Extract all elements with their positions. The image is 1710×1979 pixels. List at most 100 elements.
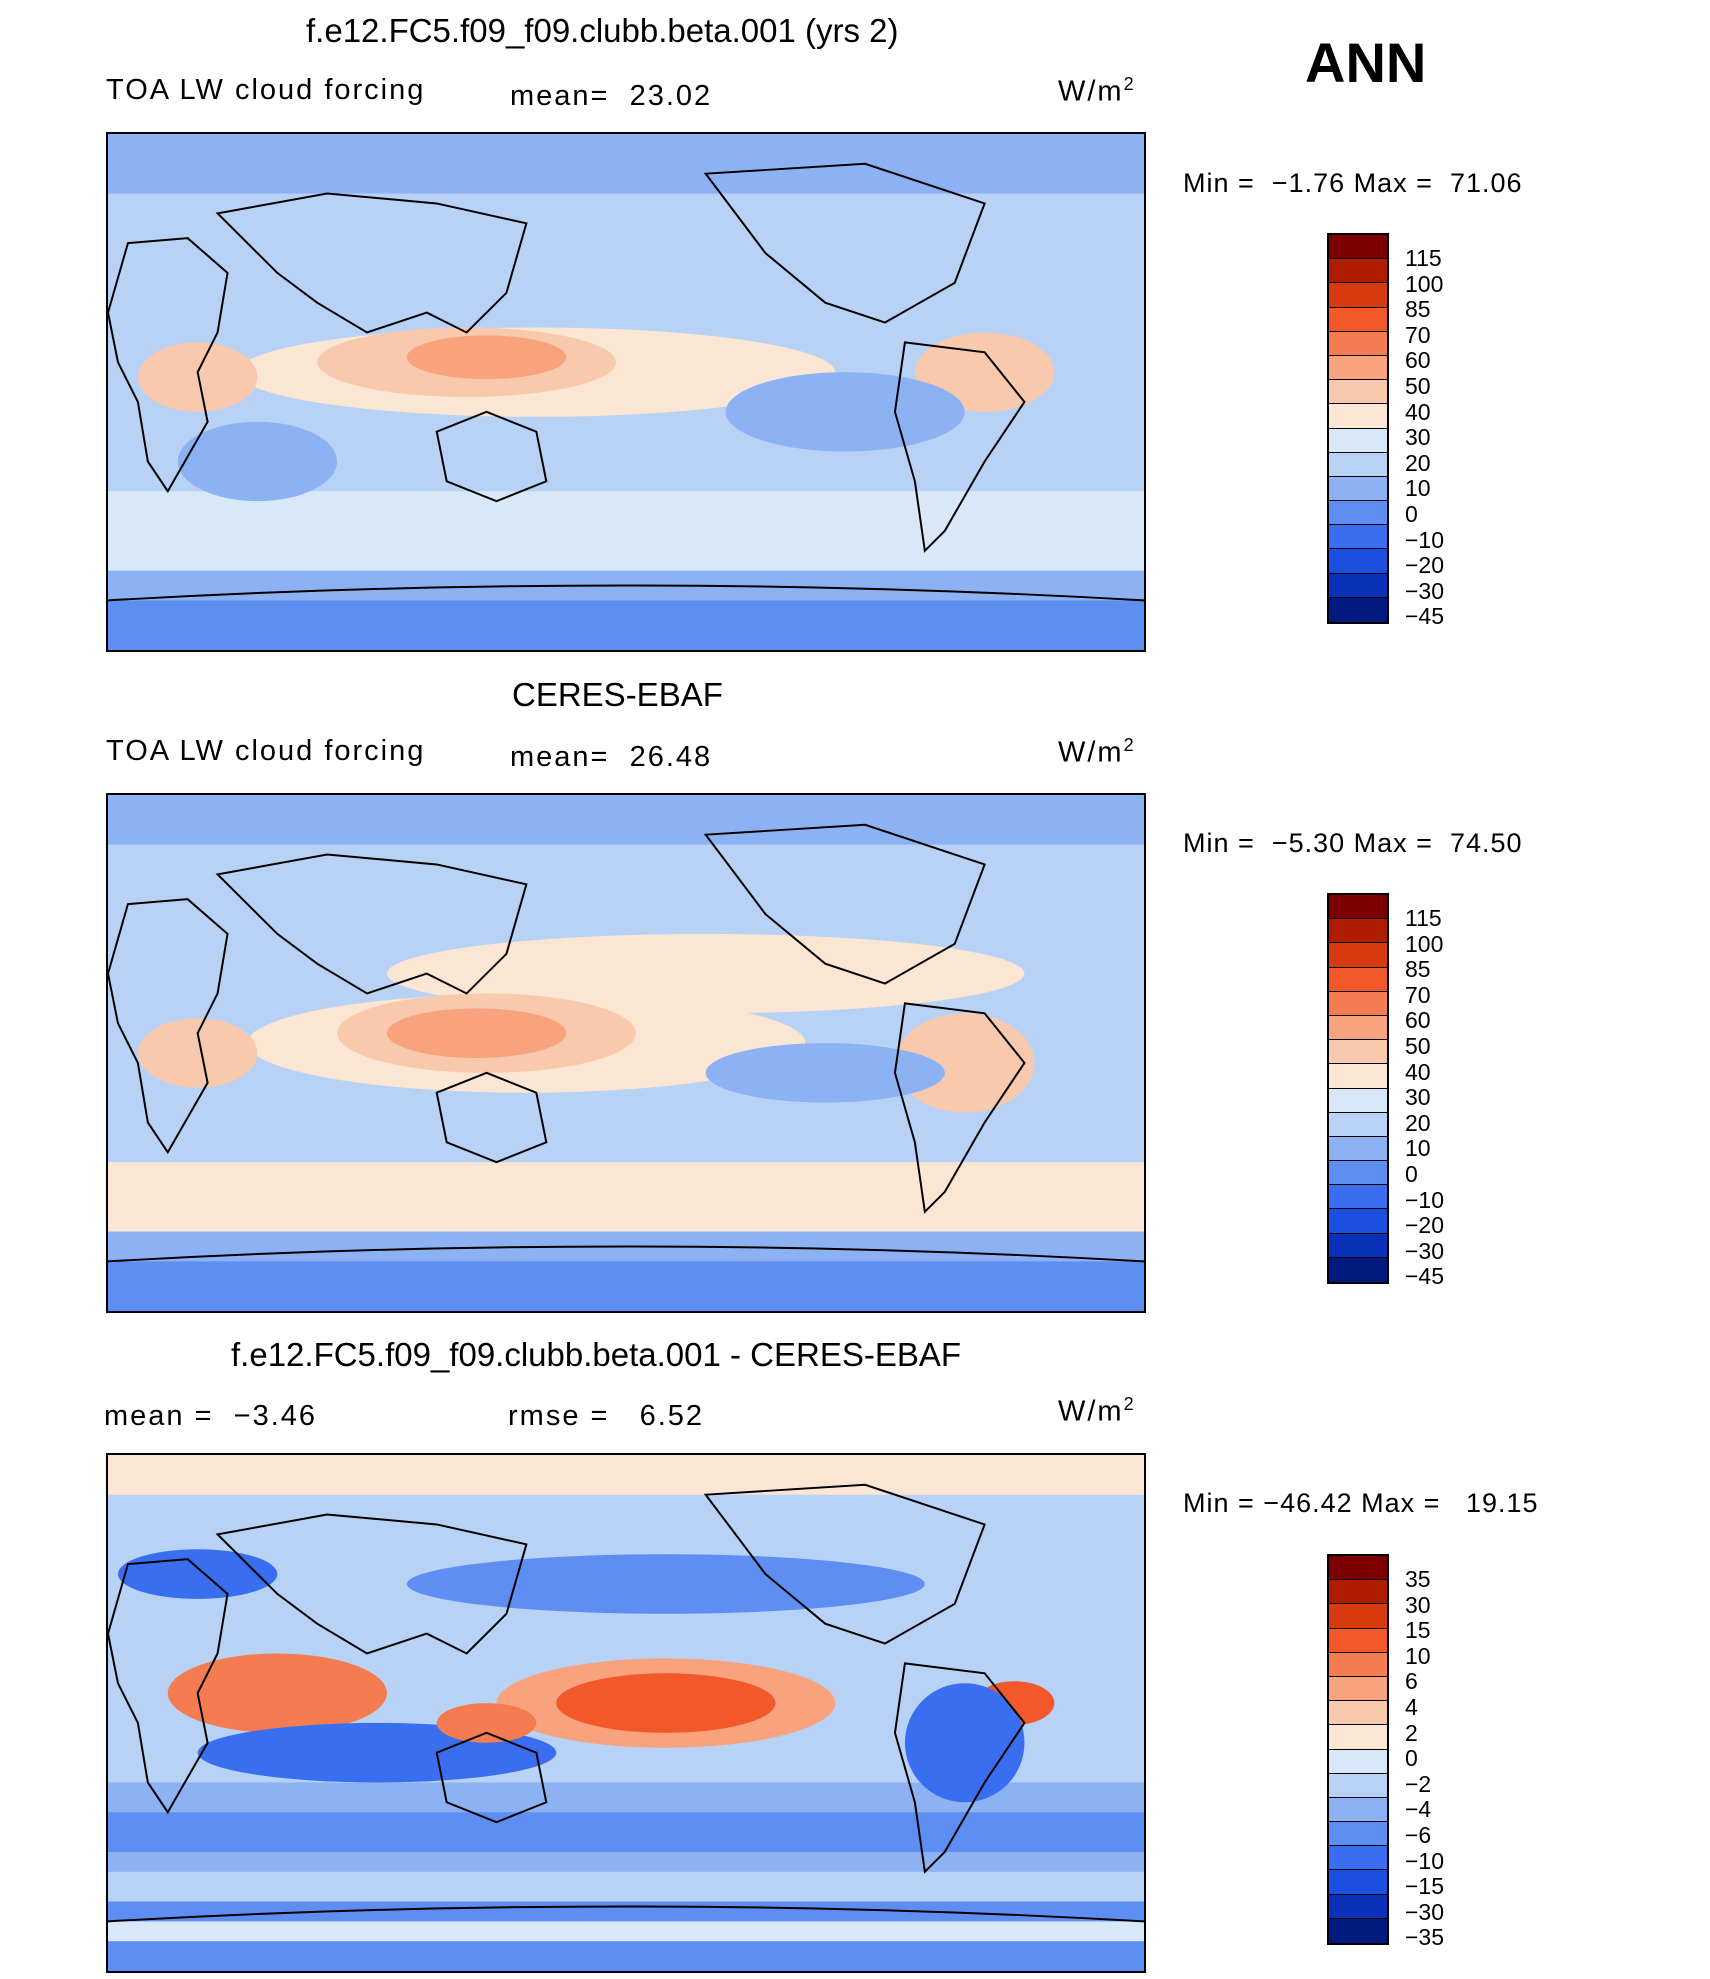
antarctic-low-band <box>108 600 1144 650</box>
colorbar-tick-label: −45 <box>1405 1263 1445 1290</box>
panel1-map-svg <box>108 134 1144 650</box>
colorbar-swatch <box>1329 1652 1387 1677</box>
panel3-mean-value: −3.46 <box>233 1400 318 1432</box>
colorbar-swatch <box>1329 1797 1387 1823</box>
amazon-negative <box>904 1683 1025 1803</box>
season-label: ANN <box>1305 31 1427 94</box>
panel3-mean-label: mean = −3.46 <box>104 1400 318 1432</box>
colorbar-swatch <box>1329 1846 1387 1871</box>
southern-ocean-band <box>108 1162 1144 1232</box>
colorbar-tick-label: 30 <box>1405 424 1431 451</box>
colorbar-tick-label: −10 <box>1405 526 1445 553</box>
panel2-map <box>106 793 1146 1313</box>
north-pacific-negative <box>406 1554 925 1614</box>
panel2-min-value: −5.30 <box>1271 828 1346 858</box>
colorbar-tick-label: 85 <box>1405 296 1431 323</box>
colorbar-swatch <box>1329 331 1387 356</box>
colorbar-swatch <box>1329 1749 1387 1774</box>
colorbar-swatch <box>1329 404 1387 429</box>
colorbar-tick-label: 15 <box>1405 1617 1431 1644</box>
colorbar-swatch <box>1329 1870 1387 1895</box>
panel1-mean-value: 23.02 <box>629 80 713 112</box>
colorbar-tick-label: 40 <box>1405 398 1431 425</box>
colorbar-swatch <box>1329 1088 1387 1113</box>
colorbar-tick-label: 40 <box>1405 1058 1431 1085</box>
colorbar-tick-label: 10 <box>1405 1642 1431 1669</box>
colorbar-swatch <box>1329 597 1387 622</box>
colorbar-swatch <box>1329 428 1387 453</box>
arctic-band <box>108 1455 1144 1495</box>
colorbar-swatch <box>1329 1918 1387 1943</box>
panel1-variable-label: TOA LW cloud forcing <box>106 74 426 106</box>
amazon-convection <box>914 332 1055 412</box>
africa-convection <box>137 1018 258 1088</box>
north-pacific-band <box>386 933 1025 1014</box>
colorbar-swatch <box>1329 919 1387 944</box>
panel3-map <box>106 1453 1146 1973</box>
colorbar-tick-label: 60 <box>1405 1007 1431 1034</box>
colorbar-tick-label: 100 <box>1405 930 1444 957</box>
colorbar-tick-label: 35 <box>1405 1566 1431 1592</box>
colorbar-swatch <box>1329 1604 1387 1629</box>
colorbar-tick-label: 70 <box>1405 981 1431 1008</box>
coastlines <box>108 1483 1144 1923</box>
colorbar-swatch <box>1329 476 1387 502</box>
colorbar-swatch <box>1329 1161 1387 1186</box>
colorbar-tick-label: 6 <box>1405 1668 1418 1695</box>
colorbar-swatch <box>1329 1556 1387 1581</box>
colorbar-tick-label: 10 <box>1405 475 1431 502</box>
panel3-min-value: −46.42 <box>1263 1488 1353 1518</box>
colorbar-swatch <box>1329 1701 1387 1726</box>
colorbar-tick-label: 30 <box>1405 1591 1431 1618</box>
east-pacific-dry <box>725 372 965 452</box>
panel2-title: CERES-EBAF <box>512 676 723 713</box>
colorbar-swatch <box>1329 1209 1387 1234</box>
colorbar-tick-label: −45 <box>1405 603 1445 630</box>
panel1-units: W/m2 <box>1058 74 1136 108</box>
colorbar-swatch <box>1329 380 1387 405</box>
colorbar-tick-label: 4 <box>1405 1693 1418 1720</box>
colorbar-tick-label: 60 <box>1405 347 1431 374</box>
colorbar-swatch <box>1329 307 1387 332</box>
panel3-max-value: 19.15 <box>1465 1488 1539 1518</box>
panel2-colorbar <box>1327 893 1389 1284</box>
colorbar-tick-label: −6 <box>1405 1821 1432 1848</box>
indian-ocean-positive <box>167 1653 387 1733</box>
colorbar-tick-label: −20 <box>1405 1212 1445 1239</box>
panel2-max-value: 74.50 <box>1449 828 1523 858</box>
colorbar-swatch <box>1329 283 1387 308</box>
panel3-title: f.e12.FC5.f09_f09.clubb.beta.001 - CERES… <box>231 1336 962 1373</box>
colorbar-tick-label: 85 <box>1405 956 1431 983</box>
colorbar-tick-label: −35 <box>1405 1924 1445 1951</box>
coastlines <box>108 162 1144 602</box>
maritime-positive <box>436 1703 537 1743</box>
colorbar-swatch <box>1329 1894 1387 1919</box>
panel3-colorbar <box>1327 1554 1389 1945</box>
colorbar-tick-label: 115 <box>1405 905 1442 931</box>
panel1-minmax: Min = −1.76 Max = 71.06 <box>1183 168 1523 198</box>
colorbar-swatch <box>1329 1628 1387 1653</box>
colorbar-swatch <box>1329 943 1387 968</box>
colorbar-swatch <box>1329 1725 1387 1750</box>
colorbar-tick-label: −15 <box>1405 1873 1445 1900</box>
colorbar-tick-label: 30 <box>1405 1084 1431 1111</box>
colorbar-swatch <box>1329 452 1387 477</box>
colorbar-swatch <box>1329 1822 1387 1847</box>
amazon-convection <box>894 1013 1035 1113</box>
colorbar-tick-label: 10 <box>1405 1135 1431 1162</box>
colorbar-swatch <box>1329 1112 1387 1137</box>
europe-negative <box>117 1549 278 1599</box>
coastlines <box>108 823 1144 1263</box>
central-pacific-positive-inner <box>556 1673 776 1733</box>
antarctic-low-band <box>108 1261 1144 1311</box>
panel2-mean-label: mean= 26.48 <box>510 741 713 773</box>
panel2-map-svg <box>108 795 1144 1311</box>
southern-storm-band <box>108 1812 1144 1852</box>
colorbar-tick-label: 115 <box>1405 245 1442 271</box>
colorbar-swatch <box>1329 1040 1387 1065</box>
panel2-minmax: Min = −5.30 Max = 74.50 <box>1183 828 1523 858</box>
colorbar-swatch <box>1329 1015 1387 1041</box>
arctic-band <box>108 134 1144 194</box>
panel3-units: W/m2 <box>1058 1394 1136 1428</box>
colorbar-swatch <box>1329 1676 1387 1702</box>
